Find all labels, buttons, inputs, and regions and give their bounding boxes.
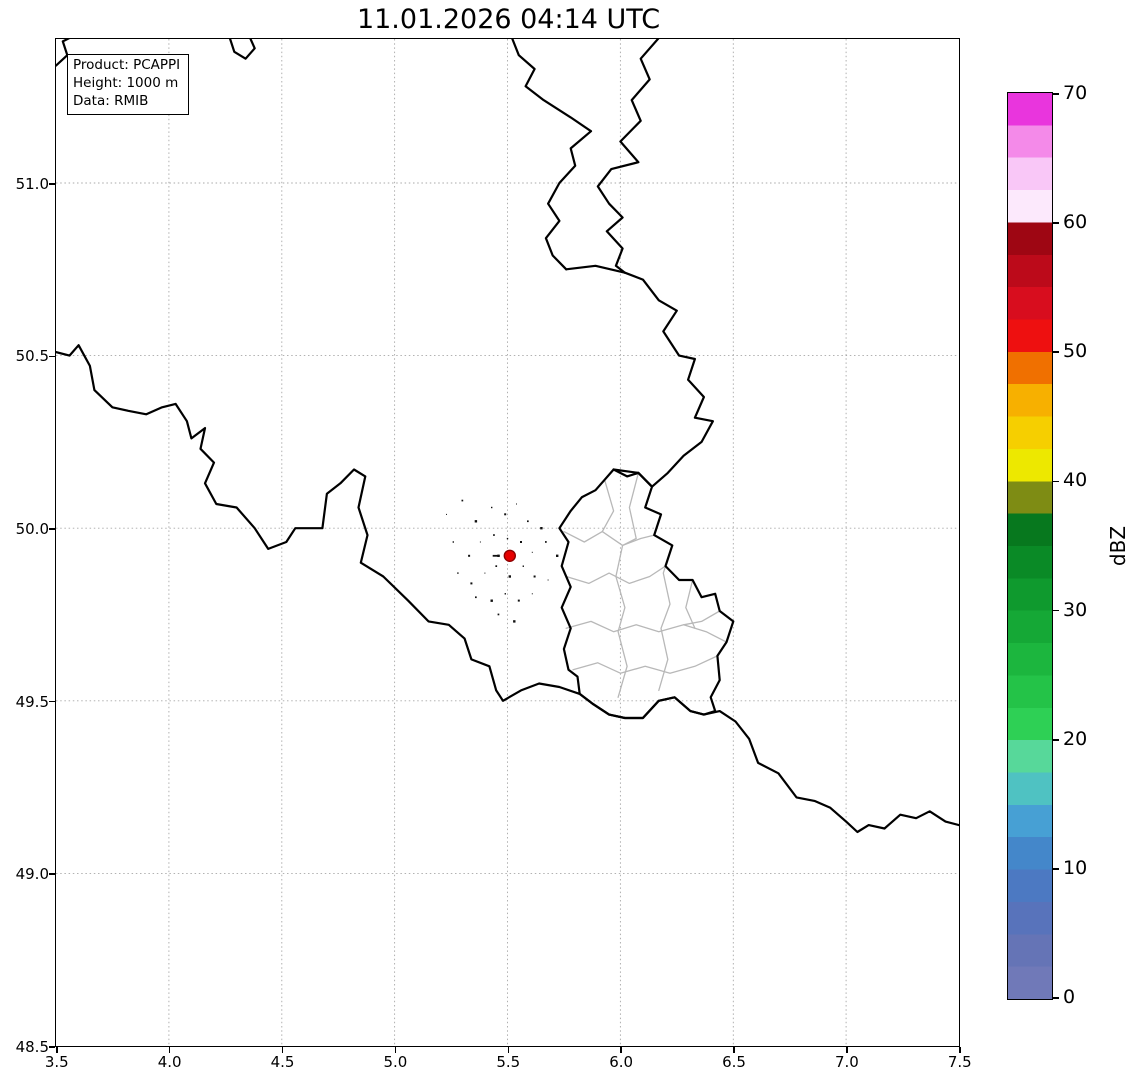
y-tick-label: 49.0 xyxy=(15,865,49,884)
colorbar-tick-label: 40 xyxy=(1063,469,1088,492)
info-data-source-line: Data: RMIB xyxy=(73,92,149,109)
colorbar-tick-label: 0 xyxy=(1063,986,1076,1009)
x-tick-mark xyxy=(959,1047,961,1053)
x-tick-mark xyxy=(620,1047,622,1053)
y-tick-mark xyxy=(49,1046,55,1048)
x-tick-label: 5.0 xyxy=(383,1053,408,1071)
map-plot-area: Product: PCAPPI Height: 1000 m Data: RMI… xyxy=(55,38,960,1047)
x-tick-label: 7.5 xyxy=(947,1053,972,1071)
district-borders xyxy=(563,472,728,698)
colorbar-tick-mark xyxy=(1053,92,1059,95)
x-tick-label: 7.0 xyxy=(834,1053,859,1071)
x-tick-mark xyxy=(168,1047,171,1053)
x-tick-mark xyxy=(56,1047,58,1053)
info-height-line: Height: 1000 m xyxy=(73,74,179,91)
info-product-line: Product: PCAPPI xyxy=(73,57,181,73)
colorbar-label: dBZ xyxy=(1106,525,1130,567)
y-tick-label: 49.5 xyxy=(15,692,49,711)
y-tick-label: 48.5 xyxy=(15,1037,49,1056)
y-tick-mark xyxy=(49,873,55,875)
map-canvas xyxy=(56,39,959,1046)
echo-dash xyxy=(492,554,500,557)
x-tick-mark xyxy=(281,1047,284,1053)
y-tick-mark xyxy=(49,528,55,530)
colorbar-tick-label: 50 xyxy=(1063,340,1088,363)
x-tick-mark xyxy=(507,1047,510,1053)
x-tick-label: 4.5 xyxy=(270,1053,295,1071)
colorbar-tick-mark xyxy=(1053,868,1059,870)
x-tick-label: 6.5 xyxy=(722,1053,746,1071)
grid-lines xyxy=(56,39,959,1046)
colorbar-tick-mark xyxy=(1053,997,1059,1000)
y-tick-label: 50.0 xyxy=(15,519,49,538)
colorbar-tick-label: 20 xyxy=(1063,727,1088,750)
radar-echoes xyxy=(446,499,559,623)
x-tick-label: 3.5 xyxy=(44,1053,69,1071)
x-tick-mark xyxy=(394,1047,397,1053)
x-tick-mark xyxy=(733,1047,735,1053)
y-tick-mark xyxy=(49,355,55,358)
y-tick-label: 51.0 xyxy=(15,174,49,193)
y-tick-mark xyxy=(49,183,55,185)
plot-title: 11.01.2026 04:14 UTC xyxy=(356,4,661,35)
x-tick-label: 4.0 xyxy=(157,1053,182,1071)
colorbar-tick-label: 70 xyxy=(1063,81,1088,104)
x-tick-label: 6.0 xyxy=(609,1053,634,1071)
colorbar-tick-mark xyxy=(1053,351,1059,354)
main-radar-echo xyxy=(503,549,516,562)
colorbar-tick-label: 60 xyxy=(1063,211,1088,233)
x-tick-mark xyxy=(846,1047,848,1053)
colorbar-tick-mark xyxy=(1053,609,1059,612)
colorbar-tick-mark xyxy=(1053,738,1059,741)
x-tick-label: 5.5 xyxy=(496,1053,521,1071)
colorbar-tick-mark xyxy=(1053,480,1059,483)
product-info-box: Product: PCAPPI Height: 1000 m Data: RMI… xyxy=(67,54,190,116)
colorbar xyxy=(1007,92,1053,1000)
colorbar-tick-label: 30 xyxy=(1063,598,1088,621)
y-tick-label: 50.5 xyxy=(15,347,49,366)
country-borders xyxy=(56,39,959,834)
y-tick-mark xyxy=(49,700,55,703)
colorbar-tick-label: 10 xyxy=(1063,857,1088,879)
colorbar-tick-mark xyxy=(1053,222,1059,224)
